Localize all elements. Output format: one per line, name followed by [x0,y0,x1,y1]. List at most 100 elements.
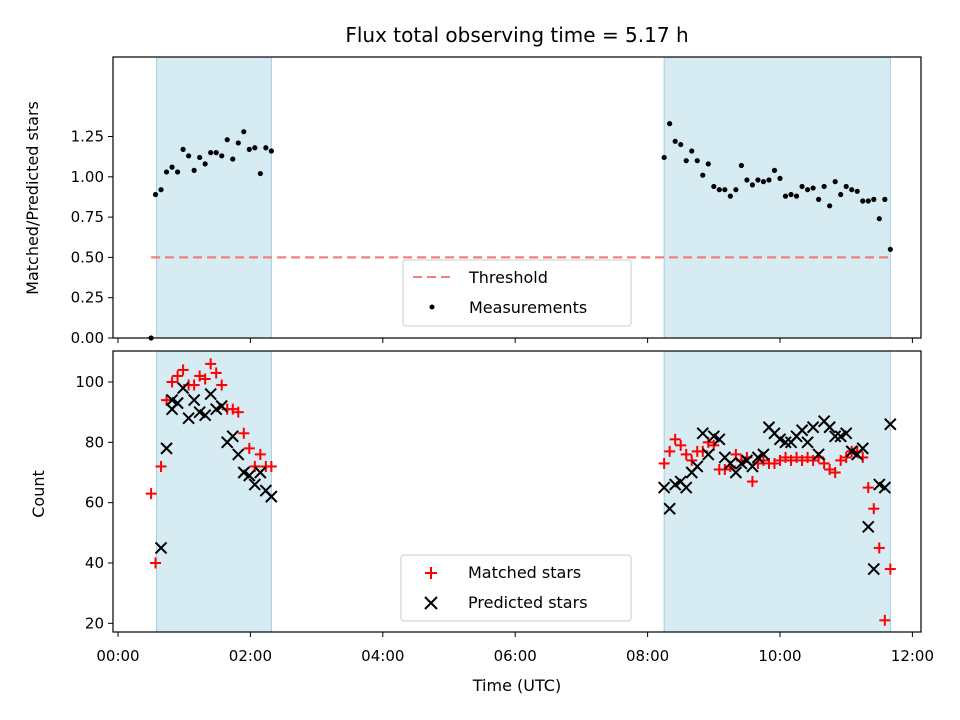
chart-title: Flux total observing time = 5.17 h [345,23,688,47]
measurement-point [263,145,269,151]
measurement-point [771,167,778,173]
predicted-star-point [160,442,173,455]
count-legend[interactable]: Matched stars Predicted stars [400,554,632,622]
measurement-point [191,167,197,173]
x-tick-label: 08:00 [626,647,669,665]
measurement-point [733,187,739,193]
measurement-point [158,187,164,193]
matched-star-point [780,451,792,463]
matched-star-point [807,454,819,466]
ratio-y-tick-label: 0.00 [71,329,104,347]
predicted-star-point [729,466,743,479]
measurement-point [766,177,772,183]
predicted-star-point [746,460,759,473]
measurement-point [700,172,706,178]
measurement-point [667,121,673,127]
measurement-point [711,183,717,190]
predicted-star-point [757,448,770,461]
matched-star-point [254,448,266,460]
measurement-point [252,145,258,151]
measurement-point [174,169,181,175]
measurement-point [224,137,230,143]
measurement-point [887,246,893,252]
matched-star-point [145,488,157,500]
measurement-point [241,129,247,135]
ratio-y-tick-label: 1.25 [71,128,104,146]
measurement-point [186,153,192,159]
ratio-legend[interactable]: Threshold Measurements [402,259,632,327]
matched-star-point [658,457,670,469]
matched-star-point [746,476,758,488]
predicted-star-point [182,411,195,425]
x-tick-label: 02:00 [229,647,272,665]
matched-star-point [166,376,178,388]
count-observing-window-1 [663,350,891,633]
measurement-point [208,150,214,156]
predicted-star-point [198,408,212,422]
matched-star-point [675,439,687,451]
matched-star-point [199,373,211,385]
threshold-legend-label: Threshold [468,268,548,287]
measurement-point [804,187,811,193]
measurement-point [782,193,789,199]
count-panel: 20 40 60 80 100 00:00 02:00 04:00 06:00 08:00 10:0… [29,350,934,695]
predicted-star-point [702,448,715,461]
matched-star-point [227,403,239,415]
matched-star-point [774,454,786,466]
ratio-y-tick-label: 1.00 [71,168,104,186]
matched-star-point [172,370,184,382]
predicted-star-point [265,490,278,503]
measurement-point [727,193,733,199]
measurement-point [744,177,750,183]
count-y-tick-label: 20 [85,614,104,632]
measurement-point [689,148,695,154]
matched-star-point [680,448,692,460]
measurement-point [152,191,159,198]
matched-star-point [232,406,244,418]
ratio-y-axis-label: Matched/Predicted stars [23,101,42,295]
matched-star-point [177,364,189,376]
measurement-point [849,187,855,193]
ratio-y-tick-label: 0.25 [71,289,104,307]
measurement-point [777,175,783,182]
count-y-tick-label: 40 [85,554,104,572]
matched-star-point [205,358,217,370]
predicted-star-point [795,424,809,437]
matched-star-point [862,482,874,494]
measurement-point [827,203,833,209]
measurement-point [246,146,252,152]
measurement-point [876,216,882,222]
measurement-point [219,153,225,159]
matched-star-point [238,427,250,439]
predicted-star-point [862,520,875,534]
matched-star-point [150,557,162,569]
matched-star-point [265,460,277,472]
measurements-legend-label: Measurements [469,298,587,317]
measurement-point [865,198,871,204]
measurement-point [749,182,756,188]
measurement-point [683,158,689,164]
measurement-point [180,146,186,152]
predicted-star-point [856,442,869,455]
predicted-star-point [154,541,168,555]
predicted-legend-swatch [424,596,438,610]
matched-star-point [785,454,797,466]
predicted-star-point [680,481,693,494]
x-tick-label: 12:00 [891,647,934,665]
matched-star-point [884,563,896,575]
measurement-point [694,158,700,164]
ratio-legend-box [402,259,632,327]
matched-star-point [188,379,200,391]
x-tick-label: 06:00 [494,647,537,665]
measurement-point [871,196,877,202]
measurement-point [213,150,219,156]
matched-legend-swatch [425,567,437,579]
predicted-star-point [691,460,704,473]
predicted-star-point [823,421,836,434]
measurement-point [843,183,849,190]
ratio-observing-window-0 [156,56,272,339]
predicted-star-point [232,448,245,461]
measurement-point [760,179,767,185]
predicted-star-point [806,421,820,434]
